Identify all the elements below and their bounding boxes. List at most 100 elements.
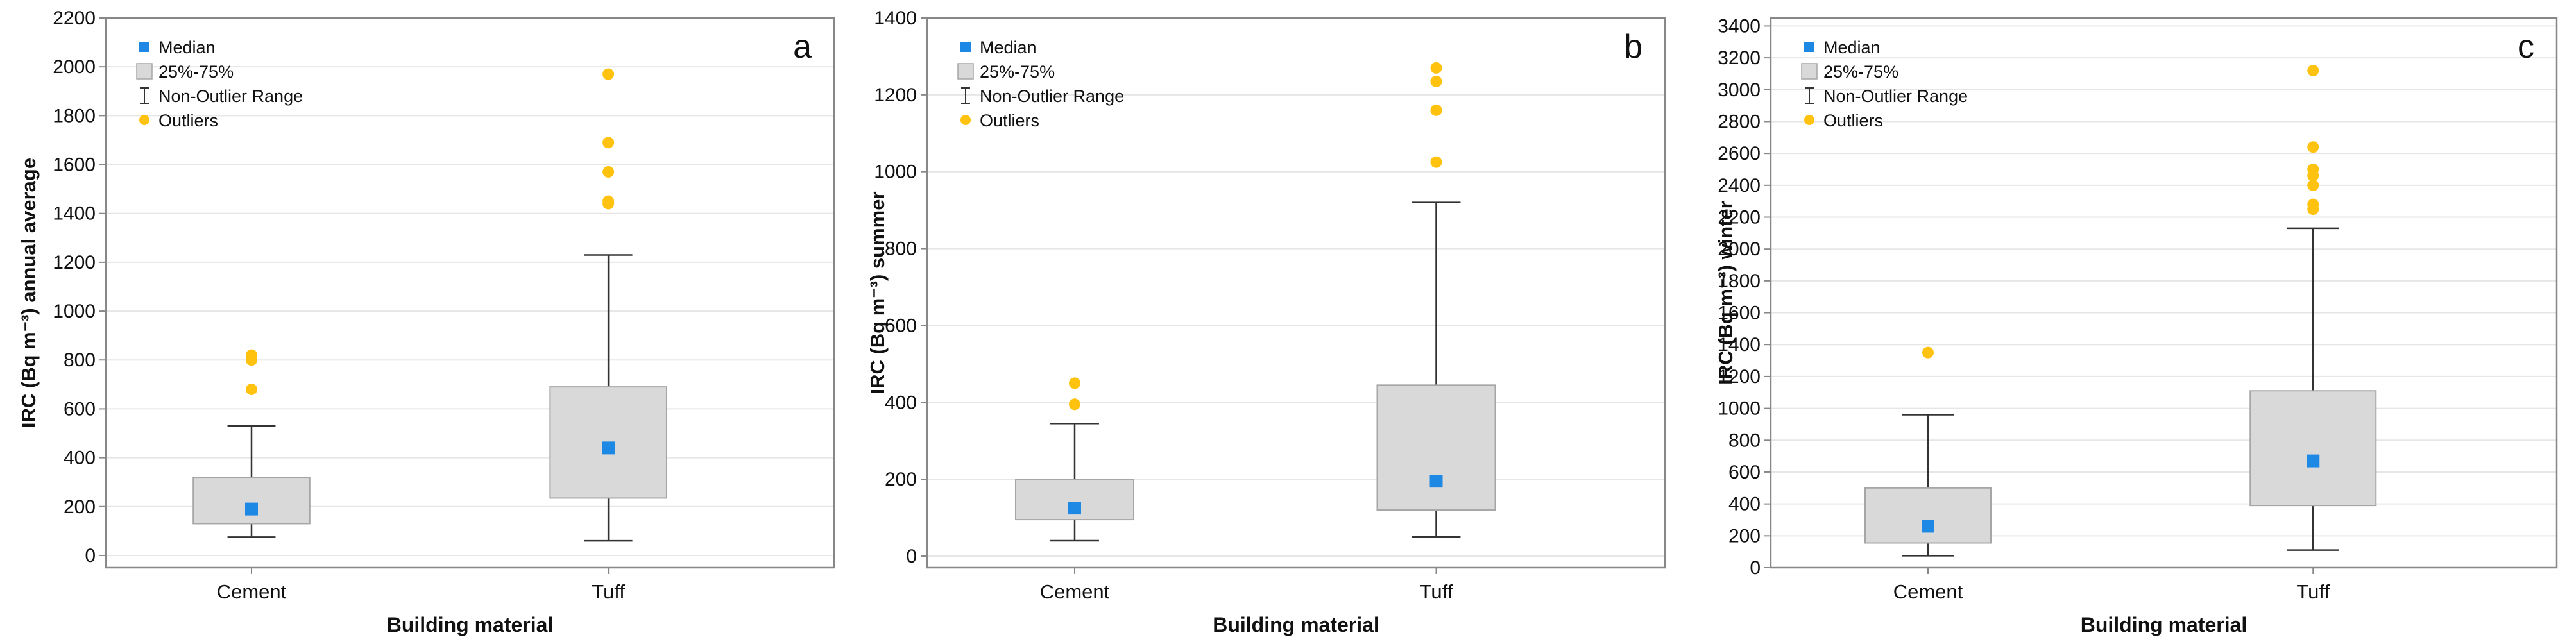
y-axis-label: IRC (Bq m⁻³) winter <box>1714 201 1737 385</box>
x-tick-label: Tuff <box>1420 580 1453 603</box>
box-tuff <box>2249 64 2377 551</box>
iqr-box <box>1864 487 1992 544</box>
legend-median-label: Median <box>158 38 216 57</box>
outlier-point <box>246 383 257 395</box>
legend: Median 25%-75% Non-Outlier Range Outliers <box>136 38 303 130</box>
chart-panel-b: 0 200 400 600 800 1000 1200 1400 Cement Tuff Build… <box>866 8 1666 636</box>
y-tick-label: 2400 <box>1718 175 1761 196</box>
y-tick-label: 1600 <box>1718 303 1761 324</box>
box-cement <box>1015 377 1134 542</box>
legend: Median 25%-75% Non-Outlier Range Outliers <box>957 38 1124 130</box>
outlier-point <box>1430 75 1442 87</box>
x-tick-label: Cement <box>1893 580 1963 603</box>
outlier-point <box>2307 179 2319 191</box>
y-tick-label: 2800 <box>1718 111 1761 132</box>
legend-box-swatch <box>136 63 153 80</box>
outlier-point <box>602 165 615 178</box>
y-tick-label: 2600 <box>1718 143 1761 164</box>
y-tick-label: 1200 <box>874 85 917 106</box>
y-tick-label: 0 <box>1750 557 1761 579</box>
legend-box-swatch <box>1801 63 1818 80</box>
x-tick-label: Cement <box>1040 580 1110 603</box>
box-cement <box>1864 346 1992 557</box>
x-tick-label: Tuff <box>592 580 625 603</box>
median-marker <box>1922 520 1934 533</box>
y-tick-label: 0 <box>906 546 917 567</box>
outlier-point <box>2307 163 2319 175</box>
panel-label: b <box>1624 28 1642 65</box>
legend-box-label: 25%-75% <box>980 62 1055 81</box>
median-marker <box>1429 475 1443 488</box>
legend-range-label: Non-Outlier Range <box>1823 87 1968 106</box>
y-tick-label: 0 <box>85 545 96 566</box>
chart-panel-a: 0 200 400 600 800 1000 1200 1400 1600 1800 2000 220… <box>17 8 835 636</box>
y-tick-label: 3400 <box>1718 15 1761 37</box>
iqr-box <box>192 477 311 525</box>
outlier-point <box>2307 198 2319 210</box>
legend-outliers-label: Outliers <box>980 111 1039 130</box>
y-tick-label: 1400 <box>53 203 96 225</box>
y-tick-label: 400 <box>885 392 917 413</box>
box-tuff <box>549 68 667 542</box>
panel-label: a <box>793 28 812 65</box>
y-tick-label: 2000 <box>53 56 96 78</box>
y-tick-label: 1600 <box>53 155 96 176</box>
outlier-point <box>602 195 615 207</box>
legend-outliers-label: Outliers <box>158 111 218 130</box>
legend: Median 25%-75% Non-Outlier Range Outliers <box>1801 38 1968 130</box>
legend-median-marker <box>1804 42 1814 52</box>
y-tick-label: 1400 <box>1718 334 1761 355</box>
y-tick-label: 1000 <box>1718 398 1761 419</box>
outlier-point <box>1069 398 1080 411</box>
median-marker <box>602 441 615 455</box>
y-tick-label: 200 <box>1728 525 1761 547</box>
y-axis-label: IRC (Bq m⁻³) annual average <box>17 158 40 428</box>
y-tick-label: 2200 <box>53 8 96 29</box>
median-marker <box>2307 454 2320 468</box>
plot-frame <box>1770 17 2558 569</box>
y-tick-label: 1200 <box>1718 366 1761 387</box>
y-tick-label: 400 <box>64 448 96 469</box>
y-axis-label: IRC (Bq m⁻³) summer <box>866 191 889 394</box>
outlier-point <box>1430 104 1442 116</box>
legend-median-label: Median <box>980 38 1037 57</box>
y-tick-label: 1400 <box>874 8 917 29</box>
median-marker <box>245 502 258 516</box>
y-tick-label: 800 <box>885 239 917 260</box>
y-tick-label: 3000 <box>1718 80 1761 101</box>
iqr-box <box>2249 390 2377 507</box>
x-axis-label: Building material <box>387 613 554 636</box>
y-tick-label: 1000 <box>53 301 96 322</box>
legend-range-label: Non-Outlier Range <box>158 87 303 106</box>
outlier-point <box>1922 346 1934 359</box>
legend-median-marker <box>139 42 149 52</box>
panel-label: c <box>2518 28 2534 65</box>
x-tick-label: Cement <box>217 580 287 603</box>
y-tick-label: 2200 <box>1718 207 1761 228</box>
box-tuff <box>1376 62 1496 538</box>
plot-frame <box>926 17 1666 569</box>
outlier-point <box>1430 156 1442 168</box>
y-tick-label: 200 <box>64 496 96 518</box>
outlier-point <box>1430 62 1442 74</box>
chart-panel-c: 0 200 400 600 800 1000 1200 1400 1600 1800 2000 220… <box>1714 15 2558 636</box>
legend-range-label: Non-Outlier Range <box>980 87 1124 106</box>
legend-box-swatch <box>957 63 974 80</box>
y-tick-label: 600 <box>1728 462 1761 483</box>
y-tick-label: 600 <box>885 315 917 336</box>
outlier-point <box>602 137 615 149</box>
y-tick-label: 1200 <box>53 252 96 273</box>
y-tick-label: 2000 <box>1718 239 1761 260</box>
outlier-point <box>246 349 257 361</box>
legend-outlier-marker <box>960 115 971 125</box>
y-tick-label: 800 <box>64 350 96 371</box>
box-cement <box>192 349 311 538</box>
legend-outliers-label: Outliers <box>1823 111 1883 130</box>
legend-box-label: 25%-75% <box>1823 62 1898 81</box>
y-tick-label: 200 <box>885 469 917 490</box>
x-axis-label: Building material <box>1213 613 1379 636</box>
legend-box-label: 25%-75% <box>158 62 234 81</box>
y-tick-label: 1800 <box>1718 271 1761 292</box>
y-tick-label: 600 <box>64 398 96 419</box>
